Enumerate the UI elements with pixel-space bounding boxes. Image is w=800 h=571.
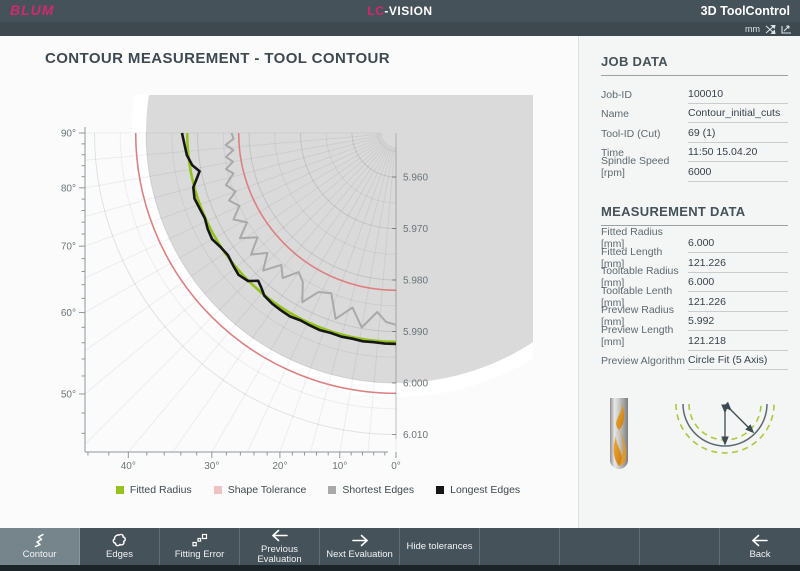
preview-algorithm-value: Circle Fit (5 Axis) — [688, 354, 788, 370]
app-title-accent: LC — [367, 4, 385, 18]
svg-text:60°: 60° — [61, 308, 76, 319]
back-arrow-icon — [750, 533, 770, 548]
fitting-error-icon — [191, 533, 208, 548]
svg-text:5.970: 5.970 — [403, 224, 428, 235]
svg-text:6.010: 6.010 — [403, 430, 428, 441]
fitting-error-button[interactable]: Fitting Error — [160, 528, 240, 565]
measurement-data-row: Preview Radius [mm] 5.992 — [601, 304, 788, 331]
svg-text:5.960: 5.960 — [403, 173, 428, 184]
axis-scale-icon[interactable] — [781, 24, 792, 34]
bottom-strip — [0, 565, 800, 571]
blum-logo: BLUM — [10, 2, 55, 18]
spindle-speed-value: 6000 — [688, 166, 788, 182]
tool-id-value: 69 (1) — [688, 127, 788, 143]
page-title: CONTOUR MEASUREMENT - TOOL CONTOUR — [45, 50, 390, 67]
hide-tolerances-button[interactable]: Hide tolerances — [400, 528, 480, 565]
app-title-rest: -VISION — [384, 4, 433, 18]
back-button[interactable]: Back — [720, 528, 800, 565]
fitted-radius-swatch — [115, 486, 124, 494]
job-data-row: Time 11:50 15.04.20 — [601, 143, 788, 162]
svg-text:70°: 70° — [61, 242, 76, 253]
svg-text:80°: 80° — [61, 183, 76, 194]
legend-item-longest-edges: Longest Edges — [436, 484, 520, 496]
legend-item-shape-tolerance: Shape Tolerance — [213, 484, 306, 496]
tooltable-length-value: 121.226 — [688, 296, 788, 312]
job-data-row: Name Contour_initial_cuts — [601, 104, 788, 123]
svg-text:40°: 40° — [121, 461, 136, 472]
measurement-data-row: Tooltable Radius [mm] 6.000 — [601, 265, 788, 292]
job-name-value: Contour_initial_cuts — [688, 107, 788, 123]
svg-text:5.980: 5.980 — [403, 276, 428, 287]
shortest-edges-swatch — [328, 486, 337, 494]
edges-button[interactable]: Edges — [80, 528, 160, 565]
tool-graphics-row — [601, 396, 788, 481]
measurement-data-title: MEASUREMENT DATA — [601, 204, 788, 226]
job-data-row: Tool-ID (Cut) 69 (1) — [601, 123, 788, 143]
chart-legend: Fitted Radius Shape Tolerance Shortest E… — [58, 484, 578, 496]
arrow-left-icon — [270, 528, 290, 543]
contour-polar-chart: 0° 10° 20° 30° 40° 50° 60° 70° 80° 90° 5.960 5.970 5… — [61, 95, 533, 472]
longest-edges-swatch — [436, 486, 445, 494]
next-evaluation-button[interactable]: Next Evaluation — [320, 528, 400, 565]
edges-icon — [111, 533, 128, 548]
data-side-panel: JOB DATA Job-ID 100010 Name Contour_initia… — [578, 36, 800, 528]
legend-item-shortest-edges: Shortest Edges — [328, 484, 414, 496]
contour-button[interactable]: Contour — [0, 528, 80, 565]
shape-tolerance-swatch — [213, 486, 222, 494]
tooltable-radius-value: 6.000 — [688, 276, 788, 292]
toolbar-empty-slot — [480, 528, 560, 565]
contour-icon — [31, 533, 49, 548]
fitted-radius-value: 6.000 — [688, 237, 788, 253]
fitted-length-value: 121.226 — [688, 257, 788, 273]
toolbar-empty-slot — [560, 528, 640, 565]
job-data-title: JOB DATA — [601, 54, 788, 76]
svg-text:0°: 0° — [391, 461, 401, 472]
svg-text:90°: 90° — [61, 129, 76, 140]
legend-item-fitted-radius: Fitted Radius — [115, 484, 192, 496]
toolbar-empty-slot — [640, 528, 720, 565]
product-title: 3D ToolControl — [700, 4, 790, 18]
header-bar: BLUM LC-VISION 3D ToolControl — [0, 0, 800, 22]
preview-radius-value: 5.992 — [688, 315, 788, 331]
job-data-row: Spindle Speed [rpm] 6000 — [601, 155, 788, 182]
svg-text:6.000: 6.000 — [403, 379, 428, 390]
circle-fit-diagram-icon — [659, 396, 791, 479]
swap-arrows-icon[interactable] — [765, 24, 776, 34]
status-subbar: mm — [0, 22, 800, 36]
measurement-data-row: Preview Algorithm Circle Fit (5 Axis) — [601, 351, 788, 370]
svg-text:30°: 30° — [204, 461, 219, 472]
measurement-data-row: Tooltable Lenth [mm] 121.226 — [601, 285, 788, 312]
job-data-row: Job-ID 100010 — [601, 84, 788, 104]
previous-evaluation-button[interactable]: Previous Evaluation — [240, 528, 320, 565]
svg-text:5.990: 5.990 — [403, 327, 428, 338]
svg-text:50°: 50° — [61, 389, 76, 400]
arrow-right-icon — [350, 533, 370, 548]
ball-nose-tool-icon — [601, 396, 637, 481]
measurement-data-row: Preview Length [mm] 121.218 — [601, 324, 788, 351]
time-value: 11:50 15.04.20 — [688, 146, 788, 162]
job-id-value: 100010 — [688, 88, 788, 104]
svg-text:20°: 20° — [272, 461, 287, 472]
measurement-data-row: Fitted Radius [mm] 6.000 — [601, 226, 788, 253]
measurement-data-row: Fitted Length [mm] 121.226 — [601, 246, 788, 273]
bottom-toolbar: Contour Edges Fitting Error — [0, 528, 800, 565]
unit-label: mm — [745, 24, 760, 34]
svg-text:10°: 10° — [332, 461, 347, 472]
app-title: LC-VISION — [0, 4, 800, 18]
preview-length-value: 121.218 — [688, 335, 788, 351]
